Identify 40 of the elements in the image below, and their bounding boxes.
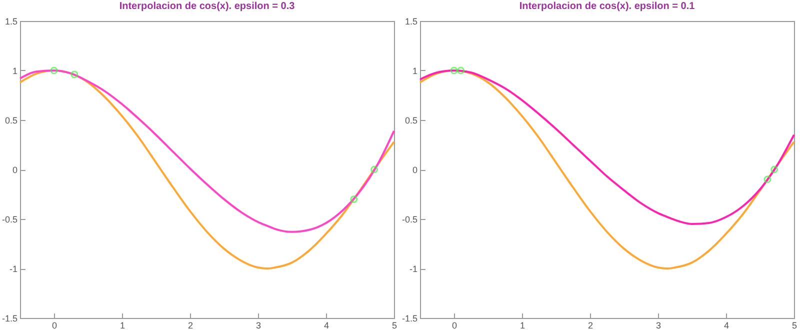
x-tick-label: 5 [792,320,798,330]
x-tick-label: 4 [324,320,330,330]
x-tick-label: 2 [188,320,194,330]
point [50,66,58,74]
line-series [19,70,395,270]
chart-title: Interpolacion de cos(x). epsilon = 0.1 [519,1,696,12]
chart-title: Interpolacion de cos(x). epsilon = 0.3 [119,1,296,12]
x-tick-label: 1 [120,320,126,330]
x-tick-label: 2 [588,320,594,330]
y-tick-label: 1.5 [4,16,18,26]
y-tick-label: -0.5 [2,214,18,224]
y-tick-label: -0.5 [402,214,418,224]
x-tick-label: 1 [520,320,526,330]
y-tick-label: 1 [412,66,418,76]
x-tick-label: 0 [452,320,458,330]
y-tick-label: 0.5 [4,116,18,126]
point [770,166,778,174]
line-series [419,70,795,270]
line-series [19,70,395,233]
x-tick-label: 3 [656,320,662,330]
y-tick-label: -1.5 [2,314,18,324]
x-tick-label: 0 [52,320,58,330]
point [70,70,78,78]
y-tick-label: -1 [409,264,418,274]
x-tick-label: 3 [256,320,262,330]
y-tick-label: 1.5 [404,16,418,26]
y-tick-label: -1.5 [402,314,418,324]
point [764,176,772,184]
y-tick-label: 0 [12,165,18,175]
point [450,66,458,74]
point [457,66,465,74]
point [370,166,378,174]
y-tick-label: 1 [12,66,18,76]
x-tick-label: 4 [724,320,730,330]
line-series [419,70,795,225]
y-tick-label: 0.5 [404,116,418,126]
point [350,195,358,203]
y-tick-label: 0 [412,165,418,175]
x-tick-label: 5 [392,320,398,330]
y-tick-label: -1 [9,264,18,274]
